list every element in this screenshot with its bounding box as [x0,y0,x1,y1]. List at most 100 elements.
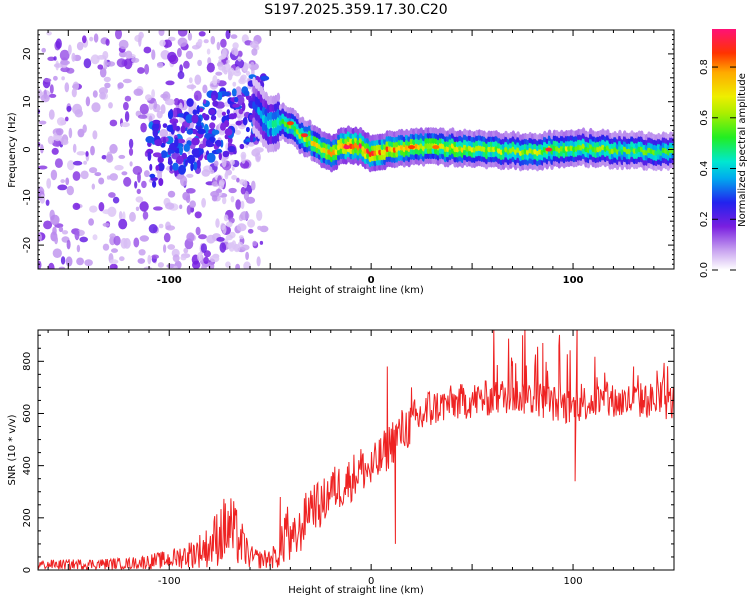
noise-blob [183,60,190,69]
noise-blob [194,74,202,85]
noise-blob [53,75,58,81]
band-blob [191,114,199,124]
band-blob [183,143,190,152]
spectrogram-y-axis-label: Frequency (Hz) [7,112,18,188]
ridge-cell [334,163,339,171]
noise-blob [142,211,149,220]
band-blob [243,90,250,97]
colorbar-label: Normalized spectral amplitude [737,73,748,227]
noise-blob [235,263,240,269]
noise-blob [185,50,193,60]
noise-blob [118,51,127,58]
noise-blob [76,244,81,253]
noise-blob [240,151,247,160]
noise-blob [67,160,75,171]
noise-blob [79,236,88,243]
noise-blob [107,61,116,67]
noise-blob [229,159,235,166]
figure-title: S197.2025.359.17.30.C20 [264,2,447,18]
band-blob [175,125,181,132]
snr-series-line [38,330,674,570]
noise-blob [186,84,197,90]
noise-blob [137,258,146,264]
noise-blob [249,61,255,71]
noise-blob [137,114,148,119]
band-blob [154,139,163,147]
band-blob [215,140,222,147]
noise-blob [239,179,246,185]
noise-blob [257,225,263,231]
noise-blob [143,46,152,54]
noise-blob [201,197,207,208]
noise-blob [54,158,63,169]
noise-blob [227,242,233,249]
noise-blob [98,202,105,212]
noise-blob [88,218,94,226]
noise-blob [198,31,206,37]
noise-blob [133,237,140,248]
noise-blob [61,230,69,235]
noise-blob [109,233,116,240]
noise-blob [206,62,215,73]
noise-blob [251,180,256,191]
noise-blob [122,78,132,84]
ridge-cell [606,129,610,136]
noise-blob [97,64,104,70]
noise-blob [173,265,178,269]
noise-blob [236,223,247,232]
noise-blob [46,31,52,36]
x-tick-label: -100 [157,275,182,286]
band-blob [203,99,207,105]
band-blob [238,108,244,115]
noise-blob [123,101,129,111]
noise-blob [172,254,180,263]
band-blob [197,128,206,135]
noise-blob [144,64,150,75]
band-blob [215,148,223,154]
noise-blob [189,200,196,208]
noise-blob [219,242,227,253]
band-blob [173,107,177,118]
x-tick-label: 100 [563,275,584,286]
noise-blob [54,235,58,245]
ridge-cell [453,130,457,137]
band-blob [245,126,250,133]
noise-blob [197,59,203,67]
noise-blob [91,102,101,113]
noise-blob [51,147,59,155]
noise-blob [187,32,193,41]
noise-blob [49,93,57,98]
noise-blob [245,251,250,261]
band-blob [224,128,233,136]
band-blob [172,162,179,171]
noise-blob [224,173,229,180]
noise-blob [259,240,264,245]
noise-blob [52,248,62,258]
colorbar-tick-label: 0.2 [699,211,710,227]
noise-blob [151,254,159,259]
noise-blob [148,101,154,110]
noise-blob [58,226,64,233]
noise-blob [66,105,72,112]
band-blob [166,124,175,132]
noise-blob [165,225,176,231]
band-blob [152,128,159,138]
noise-blob [47,56,56,61]
noise-blob [206,48,211,55]
noise-blob [148,224,158,234]
noise-blob [139,103,149,115]
noise-blob [58,266,66,269]
noise-blob [185,195,191,203]
noise-blob [82,124,87,133]
spectrogram-heatmap [38,30,674,269]
noise-blob [55,128,64,136]
band-blob [221,111,226,117]
noise-blob [137,172,141,183]
noise-blob [185,188,196,194]
noise-blob [177,71,185,80]
band-blob [157,156,164,164]
noise-blob [89,36,94,42]
noise-blob [98,177,105,185]
noise-blob [129,161,133,167]
noise-blob [222,196,227,205]
